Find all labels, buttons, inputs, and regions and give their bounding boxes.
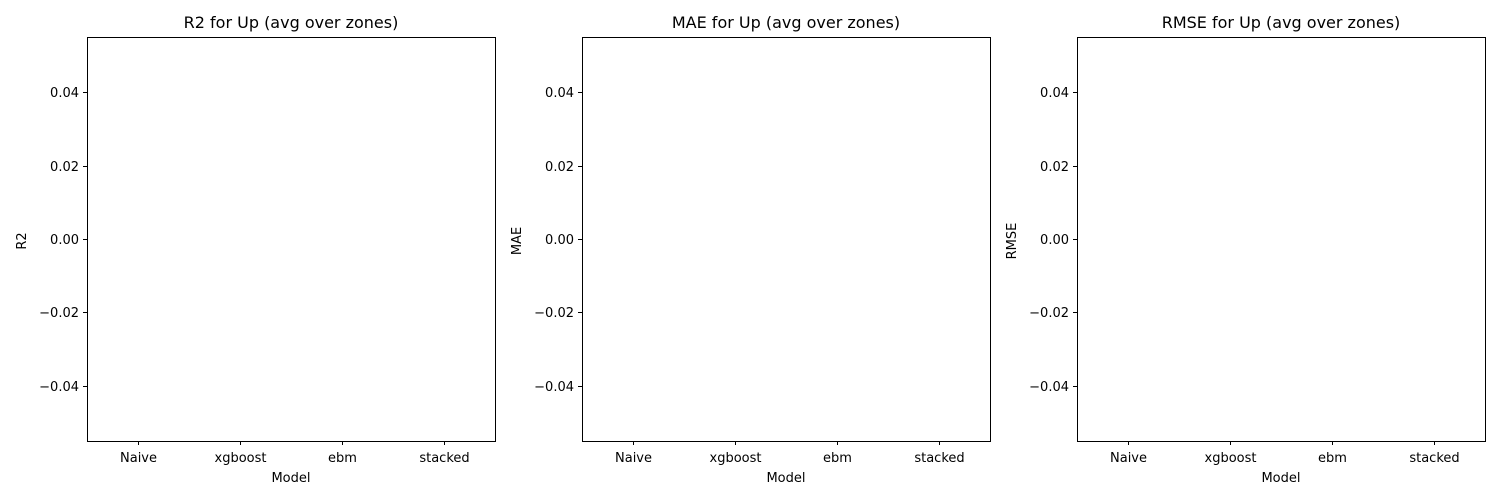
x-tick-label: ebm [1318, 451, 1347, 466]
y-tick-label: 0.02 [545, 160, 574, 175]
x-axis-label: Model [766, 471, 805, 486]
x-axis: Naive xgboost ebm stacked [1110, 441, 1460, 466]
y-tick-label: 0.02 [1040, 160, 1069, 175]
x-axis: Naive xgboost ebm stacked [120, 441, 470, 466]
x-tick-label: Naive [1110, 451, 1147, 466]
x-tick-label: xgboost [215, 451, 267, 466]
x-tick-label: stacked [914, 451, 964, 466]
x-tick-label: ebm [823, 451, 852, 466]
y-tick-label: 0.00 [1040, 233, 1069, 248]
plot-frame [87, 37, 496, 442]
y-tick-label: 0.02 [50, 160, 79, 175]
x-tick-label: xgboost [710, 451, 762, 466]
y-axis: −0.04 −0.02 0.00 0.02 0.04 [39, 86, 87, 395]
plot-frame [1077, 37, 1486, 442]
x-axis-label: Model [271, 471, 310, 486]
x-axis-label: Model [1261, 471, 1300, 486]
chart-title: R2 for Up (avg over zones) [184, 13, 399, 32]
y-tick-label: −0.02 [39, 306, 79, 321]
y-axis: −0.04 −0.02 0.00 0.02 0.04 [534, 86, 582, 395]
y-tick-label: 0.04 [1040, 86, 1069, 101]
chart-title: MAE for Up (avg over zones) [672, 13, 900, 32]
y-axis: −0.04 −0.02 0.00 0.02 0.04 [1029, 86, 1077, 395]
y-tick-label: 0.00 [545, 233, 574, 248]
y-tick-label: 0.00 [50, 233, 79, 248]
y-axis-label: MAE [510, 227, 525, 255]
x-tick-label: stacked [1409, 451, 1459, 466]
y-axis-label: RMSE [1005, 223, 1020, 260]
x-tick-label: Naive [120, 451, 157, 466]
x-tick-label: xgboost [1205, 451, 1257, 466]
x-axis: Naive xgboost ebm stacked [615, 441, 965, 466]
x-tick-label: stacked [419, 451, 469, 466]
y-tick-label: −0.04 [39, 380, 79, 395]
y-tick-label: −0.02 [1029, 306, 1069, 321]
y-tick-label: 0.04 [545, 86, 574, 101]
y-tick-label: −0.04 [534, 380, 574, 395]
x-tick-label: ebm [328, 451, 357, 466]
y-tick-label: 0.04 [50, 86, 79, 101]
y-tick-label: −0.04 [1029, 380, 1069, 395]
plot-frame [582, 37, 991, 442]
chart-panel-rmse: RMSE for Up (avg over zones) −0.04 −0.02 0… [1005, 13, 1486, 486]
chart-title: RMSE for Up (avg over zones) [1162, 13, 1401, 32]
chart-panel-mae: MAE for Up (avg over zones) −0.04 −0.02 0.… [510, 13, 991, 486]
y-axis-label: R2 [15, 232, 30, 249]
x-tick-label: Naive [615, 451, 652, 466]
chart-panel-r2: R2 for Up (avg over zones) −0.04 −0.02 0.0… [15, 13, 496, 486]
y-tick-label: −0.02 [534, 306, 574, 321]
